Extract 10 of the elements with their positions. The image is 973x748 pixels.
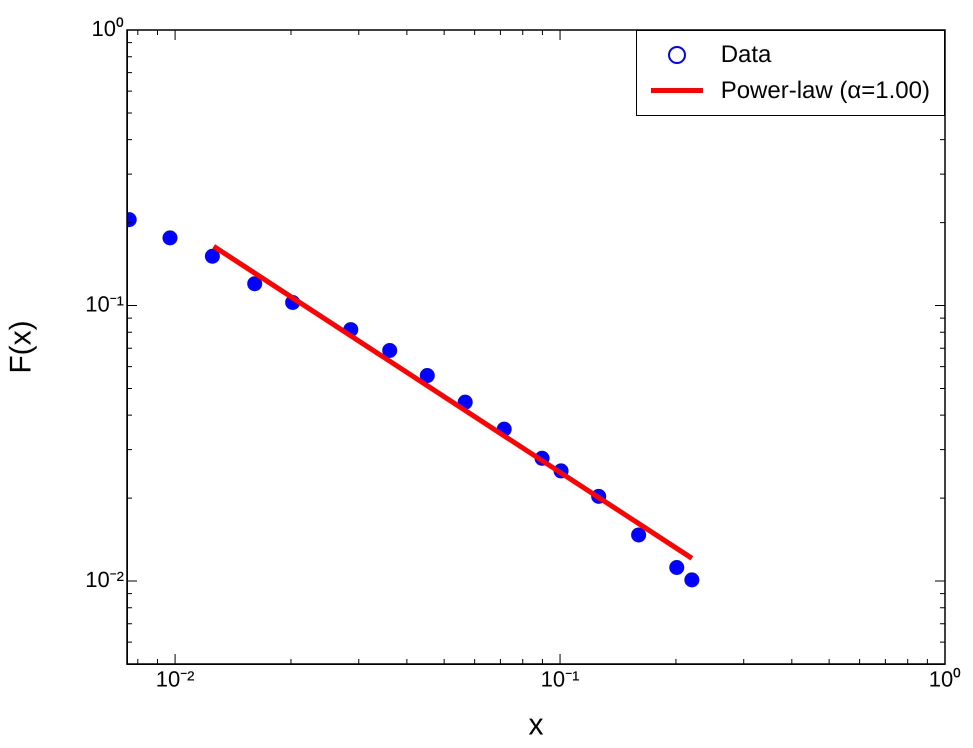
y-axis-title: F(x)	[4, 320, 38, 374]
legend-label: Power-law (α=1.00)	[720, 77, 930, 105]
x-tick-label: 10⁻¹	[540, 666, 580, 692]
y-tick-label: 10⁻²	[85, 567, 124, 592]
x-tick-label: 10⁻²	[156, 666, 194, 692]
legend-label: Data	[720, 41, 772, 69]
y-tick-label: 10⁰	[92, 16, 124, 42]
x-tick-label: 10⁰	[928, 666, 962, 692]
x-axis-title: x	[528, 708, 544, 742]
y-tick-label: 10⁻¹	[85, 292, 124, 317]
